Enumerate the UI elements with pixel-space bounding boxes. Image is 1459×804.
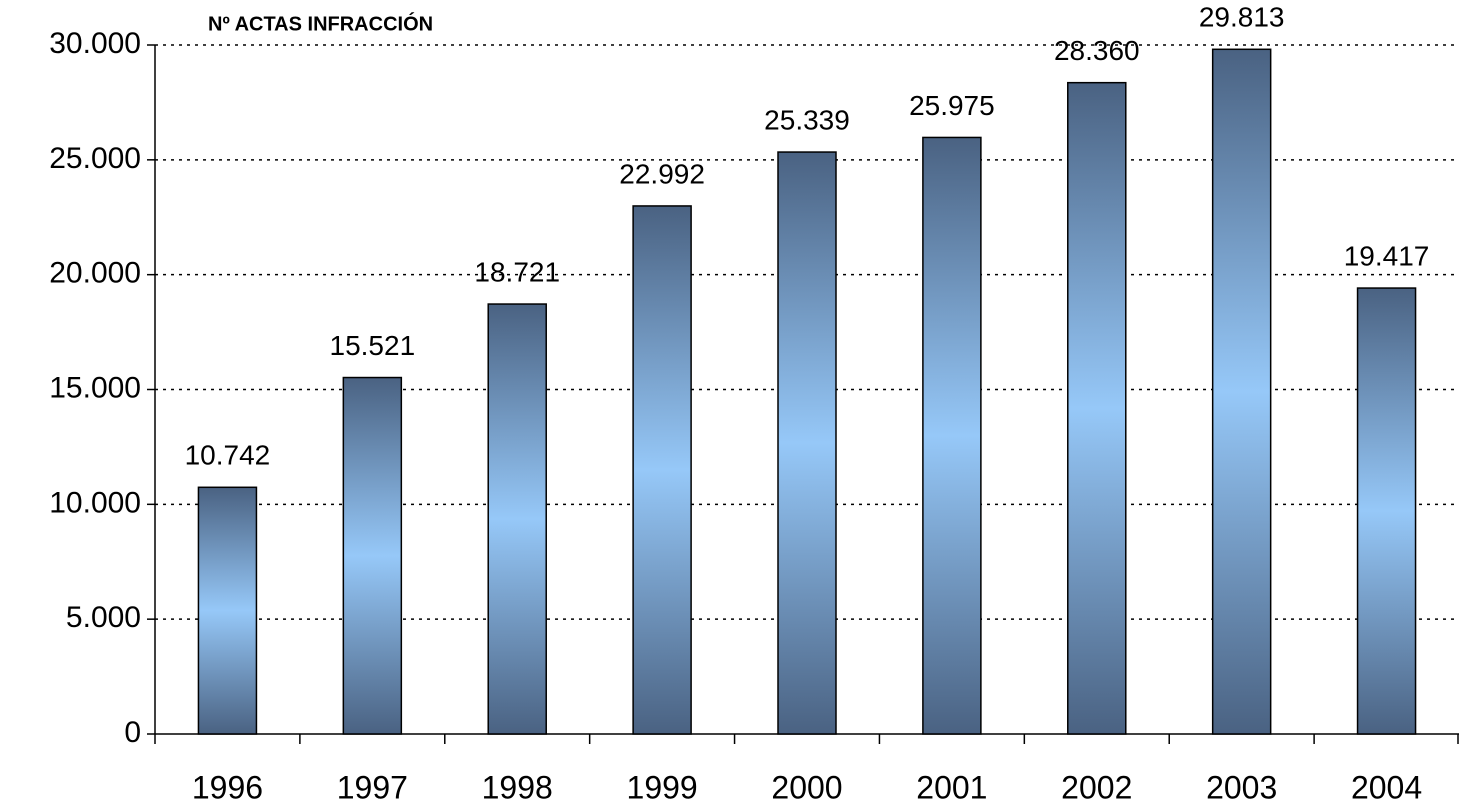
value-label: 15.521 <box>330 330 416 361</box>
y-tick-label: 30.000 <box>49 27 141 60</box>
value-label: 18.721 <box>474 256 560 287</box>
bar <box>1067 81 1127 735</box>
bar <box>632 205 692 735</box>
value-label: 25.339 <box>764 104 850 135</box>
value-label: 10.742 <box>185 440 271 471</box>
x-tick-label: 1997 <box>337 769 408 804</box>
bar <box>487 303 547 735</box>
x-tick-label: 2000 <box>771 769 842 804</box>
x-tick-label: 1999 <box>627 769 698 804</box>
value-label: 19.417 <box>1344 240 1430 271</box>
y-tick-label: 10.000 <box>49 486 141 519</box>
bar <box>1211 48 1272 735</box>
bar <box>777 151 837 735</box>
x-tick-label: 2002 <box>1061 769 1132 804</box>
value-label: 29.813 <box>1199 2 1285 33</box>
y-tick-label: 5.000 <box>66 601 141 634</box>
bar <box>197 486 258 735</box>
y-tick-label: 0 <box>124 716 141 749</box>
x-tick-label: 1998 <box>482 769 553 804</box>
chart-title: Nº ACTAS INFRACCIÓN <box>208 11 433 35</box>
bar <box>922 136 982 735</box>
x-tick-label: 2003 <box>1206 769 1277 804</box>
value-label: 22.992 <box>619 158 705 189</box>
bar <box>1356 287 1417 735</box>
x-tick-label: 1996 <box>192 769 263 804</box>
y-tick-label: 15.000 <box>49 371 141 404</box>
y-tick-label: 25.000 <box>49 142 141 175</box>
bar <box>342 376 403 735</box>
y-tick-label: 20.000 <box>49 257 141 290</box>
value-label: 25.975 <box>909 90 995 121</box>
x-tick-label: 2004 <box>1351 769 1422 804</box>
x-tick-label: 2001 <box>916 769 987 804</box>
value-label: 28.360 <box>1054 35 1140 66</box>
